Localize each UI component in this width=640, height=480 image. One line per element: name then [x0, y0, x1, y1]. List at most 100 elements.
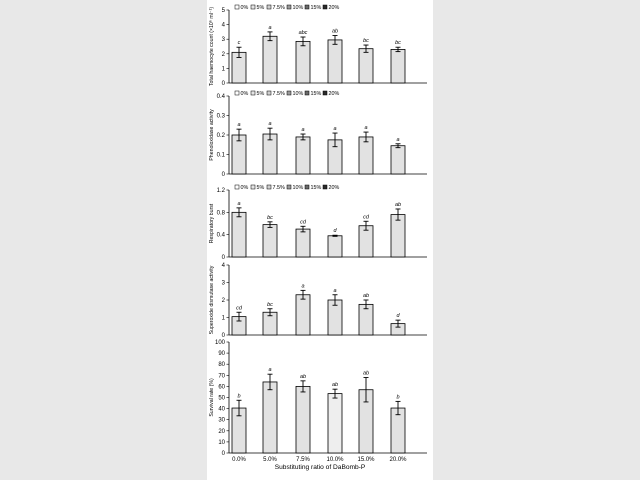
significance-label: bc: [267, 215, 273, 221]
y-axis-label: Respiratory burst: [209, 203, 215, 243]
bar: [262, 35, 278, 84]
y-tick-label: 4: [222, 263, 226, 269]
bar: [358, 136, 374, 175]
significance-label: cd: [300, 219, 307, 225]
legend-swatch: [250, 4, 256, 10]
y-tick-label: 0: [222, 451, 226, 457]
y-tick-label: 0.3: [217, 114, 226, 120]
y-tick-label: 100: [215, 340, 226, 346]
y-tick-label: 0: [222, 172, 226, 178]
significance-label: cd: [363, 214, 370, 220]
bar: [295, 40, 311, 84]
bar: [262, 381, 278, 454]
bar: [295, 228, 311, 258]
legend-swatch: [322, 4, 328, 10]
y-tick-label: 30: [218, 418, 225, 424]
significance-label: abc: [299, 30, 308, 36]
significance-label: bc: [267, 302, 273, 308]
y-tick-label: 1: [222, 66, 226, 72]
y-tick-label: 70: [218, 373, 225, 379]
bar: [295, 294, 311, 336]
significance-label: ab: [300, 374, 306, 380]
bar: [390, 145, 406, 175]
legend-swatch: [322, 184, 328, 190]
y-tick-label: 10: [218, 440, 225, 446]
legend-swatch: [304, 184, 310, 190]
y-tick-label: 2: [222, 52, 226, 58]
y-tick-label: 90: [218, 351, 225, 357]
x-tick-label: 5.0%: [263, 457, 277, 463]
legend-swatch: [286, 4, 292, 10]
x-tick-label: 15.0%: [357, 457, 375, 463]
significance-label: a: [268, 25, 271, 31]
legend-label: 20%: [329, 185, 340, 191]
bar: [327, 39, 343, 84]
y-tick-label: 0.4: [217, 233, 226, 239]
bar: [390, 214, 406, 258]
x-tick-label: 10.0%: [326, 457, 344, 463]
legend-label: 15%: [311, 185, 322, 191]
significance-label: a: [301, 283, 304, 289]
legend-label: 15%: [311, 91, 322, 97]
legend-label: 15%: [311, 5, 322, 11]
significance-label: bc: [395, 40, 401, 46]
bar: [295, 136, 311, 175]
significance-label: a: [237, 201, 240, 207]
legend-swatch: [234, 90, 240, 96]
y-axis-label: Survival rate (%): [209, 378, 215, 417]
significance-label: a: [237, 122, 240, 128]
significance-label: d: [396, 313, 400, 319]
significance-label: a: [301, 127, 304, 133]
bar: [231, 211, 247, 258]
legend-label: 5%: [257, 91, 265, 97]
y-tick-label: 0.1: [217, 153, 226, 159]
x-tick-label: 20.0%: [389, 457, 407, 463]
legend-label: 0%: [241, 91, 249, 97]
legend-swatch: [250, 90, 256, 96]
significance-label: ab: [332, 29, 338, 35]
legend-label: 7.5%: [273, 5, 285, 11]
legend-swatch: [304, 4, 310, 10]
legend-swatch: [304, 90, 310, 96]
y-tick-label: 3: [222, 37, 226, 43]
significance-label: a: [396, 137, 399, 143]
legend-label: 10%: [293, 5, 304, 11]
bar: [327, 235, 343, 258]
y-tick-label: 1: [222, 316, 226, 322]
x-axis-label: Substituting ratio of DaBomb-P: [274, 464, 366, 471]
legend-label: 10%: [293, 185, 304, 191]
y-tick-label: 0.2: [217, 133, 226, 139]
y-tick-label: 1.2: [217, 188, 226, 194]
y-tick-label: 0: [222, 255, 226, 261]
charts-svg: 0 1 2 3 4 5 Total haemocyte count (×10⁶ ml⁻¹) c…: [209, 4, 427, 463]
legend-label: 10%: [293, 91, 304, 97]
significance-label: a: [333, 288, 336, 294]
x-tick-label: 0.0%: [232, 457, 246, 463]
bar: [327, 393, 343, 454]
legend-swatch: [266, 4, 272, 10]
legend-label: 7.5%: [273, 91, 285, 97]
y-tick-label: 0: [222, 81, 226, 87]
legend-swatch: [286, 90, 292, 96]
x-tick-label: 7.5%: [296, 457, 310, 463]
significance-label: a: [364, 125, 367, 131]
legend-swatch: [250, 184, 256, 190]
legend-swatch: [234, 184, 240, 190]
significance-label: ab: [332, 382, 338, 388]
significance-label: ab: [363, 293, 369, 299]
significance-label: a: [333, 126, 336, 132]
y-tick-label: 0.4: [217, 94, 226, 100]
significance-label: bc: [363, 38, 369, 44]
significance-label: cd: [236, 305, 243, 311]
significance-label: ab: [363, 371, 369, 377]
y-tick-label: 3: [222, 281, 226, 287]
legend-label: 5%: [257, 5, 265, 11]
figure-panel: 0 1 2 3 4 5 Total haemocyte count (×10⁶ ml⁻¹) c…: [207, 0, 433, 480]
legend-label: 0%: [241, 5, 249, 11]
bar: [262, 224, 278, 258]
legend-label: 5%: [257, 185, 265, 191]
y-tick-label: 5: [222, 8, 226, 14]
y-axis-label: Phenoloxidase activity: [209, 109, 215, 161]
significance-label: ab: [395, 202, 401, 208]
y-tick-label: 60: [218, 384, 225, 390]
